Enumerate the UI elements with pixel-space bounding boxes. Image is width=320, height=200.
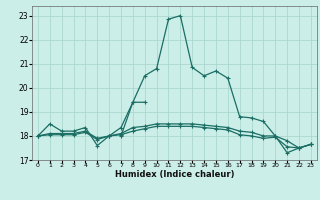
X-axis label: Humidex (Indice chaleur): Humidex (Indice chaleur): [115, 170, 234, 179]
